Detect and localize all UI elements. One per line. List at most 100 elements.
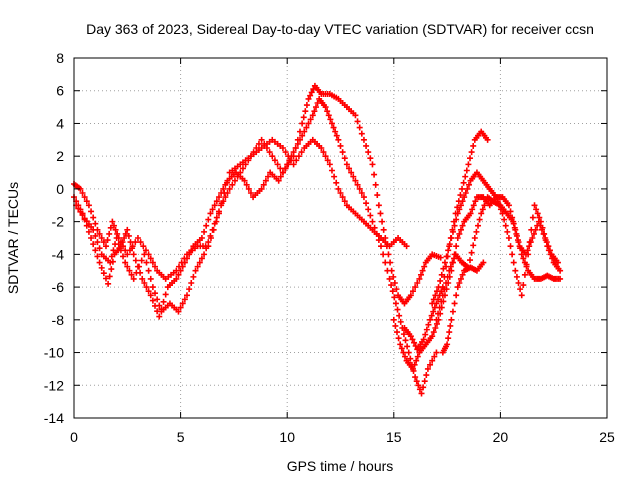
data-point [403, 243, 410, 250]
data-point-interp [94, 239, 101, 246]
data-point [405, 349, 412, 356]
data-point-interp [178, 259, 185, 266]
data-points [71, 82, 564, 397]
data-point-interp [296, 128, 303, 135]
data-point-interp [521, 271, 528, 278]
data-point-interp [115, 241, 122, 248]
data-point-interp [262, 177, 269, 184]
data-point-interp [456, 230, 463, 237]
data-point-interp [277, 165, 284, 172]
data-point-interp [100, 270, 107, 277]
data-point [437, 254, 444, 261]
data-point-interp [413, 378, 420, 385]
data-point-interp [371, 171, 378, 178]
series-track-5 [401, 128, 491, 353]
data-point-interp [149, 259, 156, 266]
data-point-interp [529, 214, 536, 221]
data-point-interp [341, 155, 348, 162]
data-point-interp [421, 263, 428, 270]
series-track-8 [439, 259, 487, 356]
data-point [258, 136, 265, 143]
data-point-interp [307, 92, 314, 99]
data-point-interp [211, 202, 218, 209]
data-point-interp [372, 181, 379, 188]
data-point-interp [417, 271, 424, 278]
data-point [446, 267, 453, 274]
data-point [557, 267, 564, 274]
data-point-interp [397, 318, 404, 325]
data-point-interp [460, 179, 467, 186]
data-point-interp [365, 206, 372, 213]
data-point-interp [462, 173, 469, 180]
data-point-interp [160, 298, 167, 305]
data-point-interp [88, 208, 95, 215]
data-point-interp [540, 230, 547, 237]
data-point-interp [464, 185, 471, 192]
data-point [149, 284, 156, 291]
data-point [454, 210, 461, 217]
data-point-interp [90, 214, 97, 221]
data-point-interp [133, 269, 140, 276]
x-tick-label: 5 [177, 429, 185, 445]
data-point-interp [470, 202, 477, 209]
data-point-interp [96, 245, 103, 252]
data-point-interp [388, 282, 395, 289]
data-point [318, 145, 325, 151]
data-point-interp [393, 329, 400, 336]
grid-lines [74, 58, 607, 418]
data-point-interp [255, 140, 262, 147]
data-point-interp [90, 241, 97, 248]
data-point-interp [207, 232, 214, 239]
data-point-interp [367, 212, 374, 219]
data-point-interp [457, 192, 464, 199]
data-point [448, 316, 455, 323]
data-point-interp [459, 222, 466, 229]
data-point-interp [300, 114, 307, 121]
data-point-interp [523, 261, 530, 268]
data-point-interp [457, 226, 464, 233]
data-point-interp [456, 280, 463, 286]
data-point [326, 161, 333, 168]
data-point-interp [274, 161, 281, 168]
data-point [531, 202, 538, 209]
data-point [535, 218, 542, 225]
data-point-interp [412, 343, 419, 349]
data-point-interp [445, 247, 452, 254]
x-tick-label: 25 [599, 429, 615, 445]
data-point-interp [391, 294, 398, 301]
data-point-interp [414, 280, 421, 286]
data-point [459, 185, 466, 192]
data-point [554, 259, 561, 266]
data-point-interp [77, 208, 84, 215]
data-point-interp [294, 136, 301, 143]
data-point-interp [81, 194, 88, 201]
data-point-interp [432, 292, 439, 299]
data-point-interp [348, 169, 355, 176]
data-point [299, 120, 306, 127]
data-point-interp [339, 194, 346, 201]
data-point [107, 259, 114, 266]
data-point-interp [513, 273, 520, 280]
data-point-interp [136, 263, 143, 270]
data-point-interp [419, 267, 426, 274]
data-point [461, 194, 468, 201]
data-point-interp [457, 202, 464, 209]
data-point-interp [380, 251, 387, 258]
data-point-interp [428, 312, 435, 319]
data-point-interp [517, 286, 524, 293]
data-point [360, 136, 367, 143]
data-point [493, 194, 500, 201]
data-point [290, 153, 297, 160]
data-point-interp [507, 208, 514, 215]
data-point-interp [181, 255, 188, 262]
data-point-interp [447, 322, 454, 329]
data-point-interp [106, 273, 113, 280]
data-point-interp [469, 206, 476, 213]
data-point-interp [285, 153, 292, 160]
data-point-interp [339, 149, 346, 156]
data-point-interp [295, 153, 302, 160]
data-point [198, 235, 205, 241]
data-point-interp [333, 179, 340, 186]
data-point-interp [449, 308, 456, 315]
